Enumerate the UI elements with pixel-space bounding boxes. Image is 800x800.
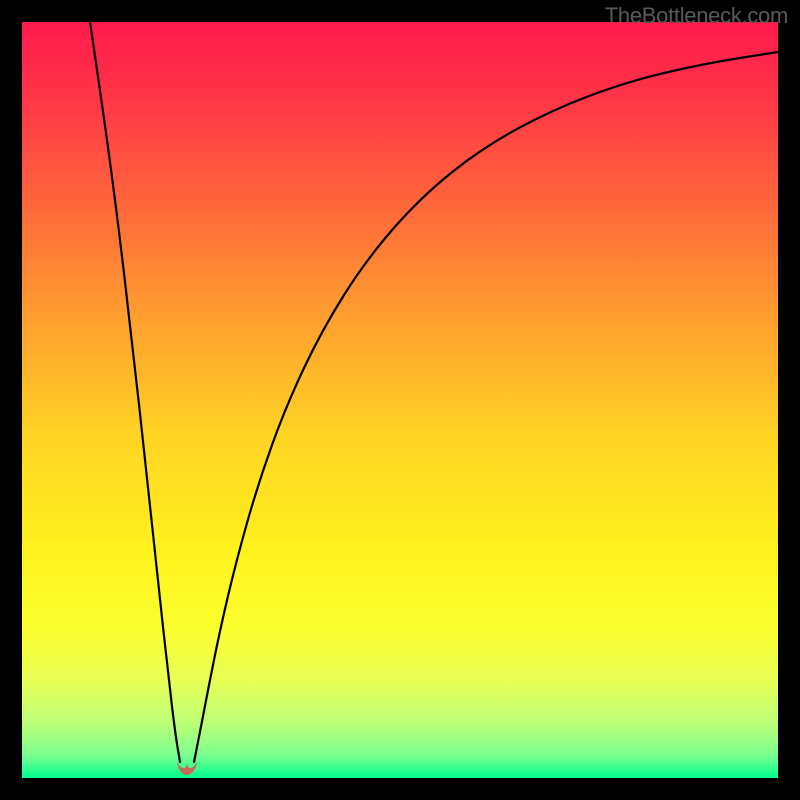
plot-area (22, 22, 778, 778)
watermark-label: TheBottleneck.com (605, 3, 788, 29)
bottleneck-curve (22, 22, 778, 778)
chart-frame: TheBottleneck.com (0, 0, 800, 800)
